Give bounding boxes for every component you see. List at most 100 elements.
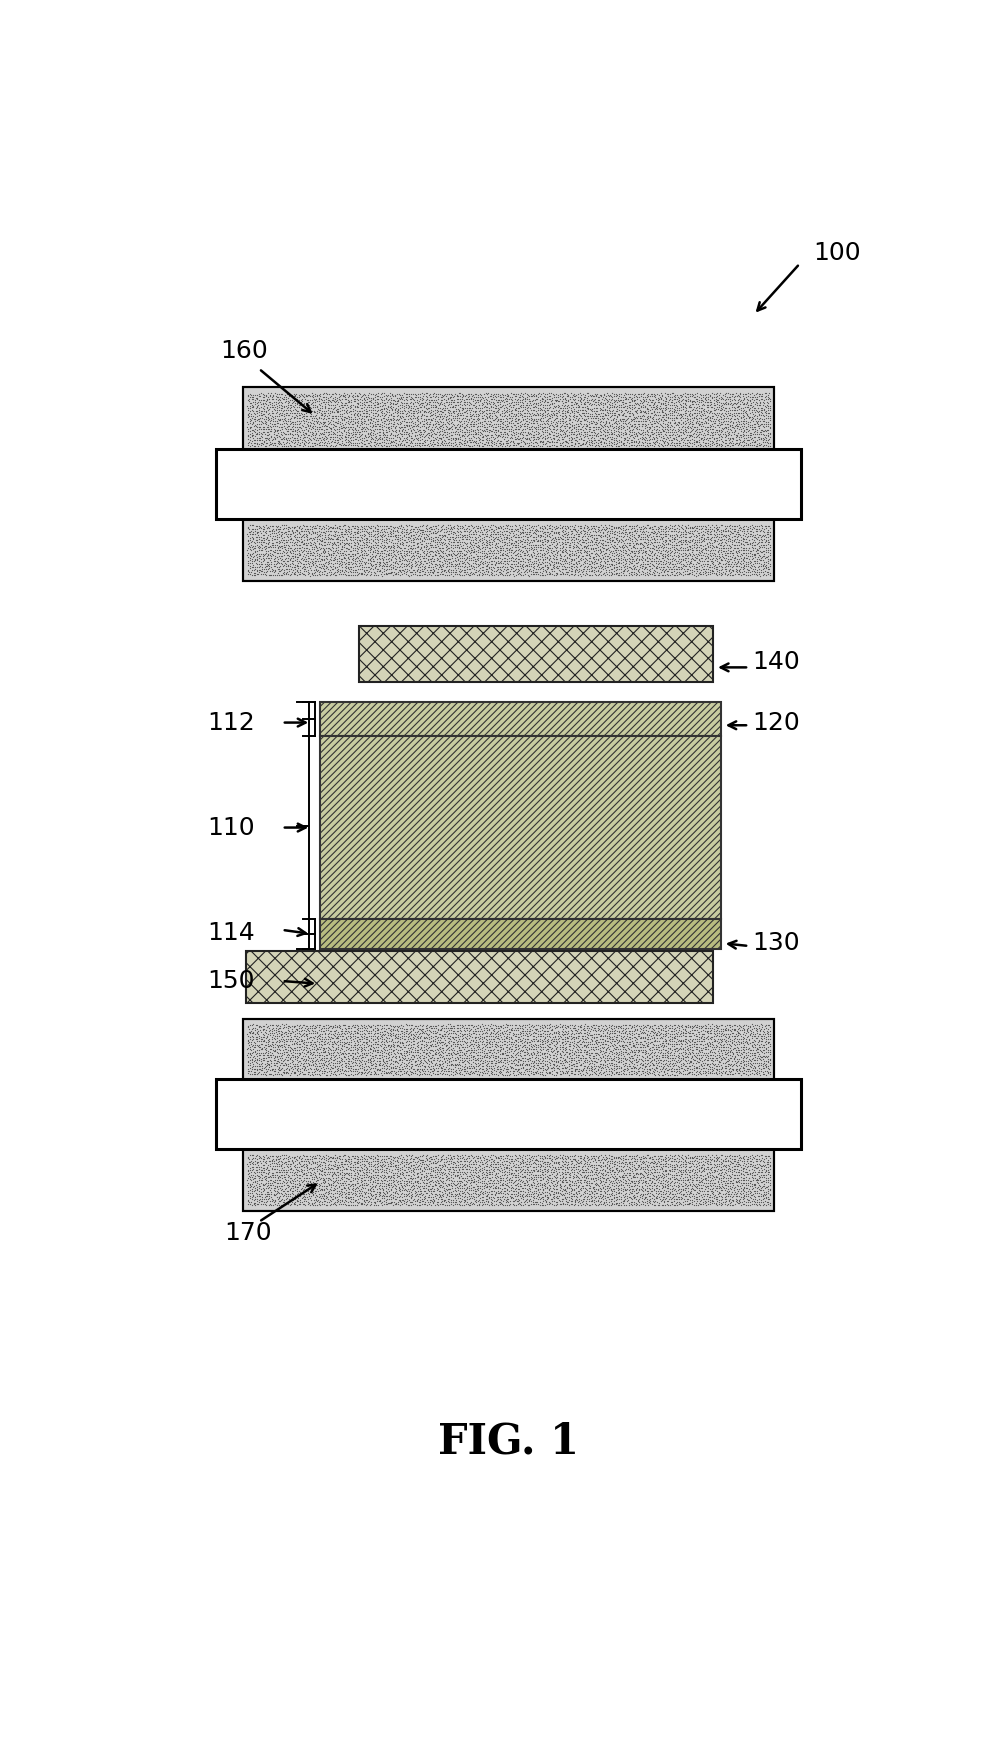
- Point: [753, 1180, 769, 1208]
- Point: [510, 1159, 526, 1187]
- Point: [449, 404, 465, 432]
- Point: [712, 1049, 728, 1077]
- Point: [722, 1031, 738, 1059]
- Point: [396, 1021, 412, 1049]
- Point: [280, 517, 296, 545]
- Point: [735, 418, 751, 446]
- Point: [405, 395, 421, 423]
- Point: [649, 1166, 665, 1194]
- Point: [425, 1145, 441, 1173]
- Point: [573, 544, 589, 572]
- Point: [753, 423, 769, 451]
- Point: [383, 1019, 399, 1047]
- Point: [715, 428, 731, 456]
- Point: [249, 519, 265, 547]
- Point: [311, 547, 327, 575]
- Point: [625, 1061, 640, 1089]
- Point: [595, 388, 611, 416]
- Point: [373, 1175, 389, 1203]
- Point: [642, 1185, 658, 1213]
- Point: [263, 516, 279, 544]
- Point: [762, 561, 778, 589]
- Point: [442, 1141, 458, 1169]
- Point: [532, 523, 548, 551]
- Point: [493, 1190, 508, 1218]
- Point: [343, 1061, 358, 1089]
- Point: [459, 1037, 475, 1065]
- Point: [547, 1038, 563, 1066]
- Point: [727, 413, 743, 440]
- Point: [691, 1143, 707, 1171]
- Point: [252, 1143, 268, 1171]
- Point: [280, 1026, 296, 1054]
- Point: [361, 1026, 377, 1054]
- Point: [384, 1143, 400, 1171]
- Point: [342, 1056, 357, 1084]
- Point: [753, 1187, 769, 1215]
- Point: [548, 528, 564, 556]
- Point: [308, 537, 324, 565]
- Point: [742, 1152, 758, 1180]
- Point: [722, 523, 738, 551]
- Point: [500, 432, 516, 460]
- Point: [521, 1180, 537, 1208]
- Point: [744, 1168, 760, 1196]
- Point: [367, 402, 383, 430]
- Point: [313, 399, 329, 427]
- Point: [614, 533, 630, 561]
- Point: [355, 512, 370, 540]
- Point: [257, 1148, 273, 1176]
- Point: [412, 1189, 428, 1217]
- Point: [739, 393, 755, 421]
- Point: [559, 538, 575, 566]
- Point: [314, 423, 330, 451]
- Point: [557, 1171, 573, 1199]
- Point: [272, 1056, 288, 1084]
- Point: [496, 549, 511, 577]
- Point: [370, 390, 386, 418]
- Point: [254, 1033, 270, 1061]
- Point: [561, 551, 577, 579]
- Point: [240, 400, 256, 428]
- Point: [331, 1154, 347, 1182]
- Point: [307, 402, 323, 430]
- Point: [669, 1143, 685, 1171]
- Point: [674, 1028, 690, 1056]
- Point: [357, 537, 373, 565]
- Point: [647, 1010, 663, 1038]
- Point: [683, 1176, 699, 1204]
- Point: [677, 1182, 693, 1210]
- Point: [469, 1189, 485, 1217]
- Point: [604, 413, 620, 440]
- Point: [271, 388, 287, 416]
- Point: [674, 1161, 690, 1189]
- Point: [611, 1182, 627, 1210]
- Point: [596, 428, 612, 456]
- Point: [634, 542, 649, 570]
- Point: [350, 1026, 365, 1054]
- Point: [458, 404, 474, 432]
- Point: [384, 428, 400, 456]
- Point: [757, 1183, 773, 1211]
- Point: [593, 1175, 609, 1203]
- Point: [671, 1150, 687, 1178]
- Point: [468, 1162, 484, 1190]
- Point: [594, 1155, 610, 1183]
- Point: [753, 537, 769, 565]
- Point: [250, 432, 266, 460]
- Point: [621, 1049, 637, 1077]
- Point: [368, 556, 384, 584]
- Point: [722, 413, 738, 440]
- Point: [636, 1026, 651, 1054]
- Point: [526, 393, 542, 421]
- Point: [240, 1021, 256, 1049]
- Point: [441, 1049, 457, 1077]
- Point: [626, 1044, 641, 1072]
- Point: [351, 397, 366, 425]
- Point: [284, 390, 300, 418]
- Point: [475, 423, 491, 451]
- Point: [638, 1038, 654, 1066]
- Point: [752, 516, 768, 544]
- Point: [361, 1028, 377, 1056]
- Point: [455, 395, 471, 423]
